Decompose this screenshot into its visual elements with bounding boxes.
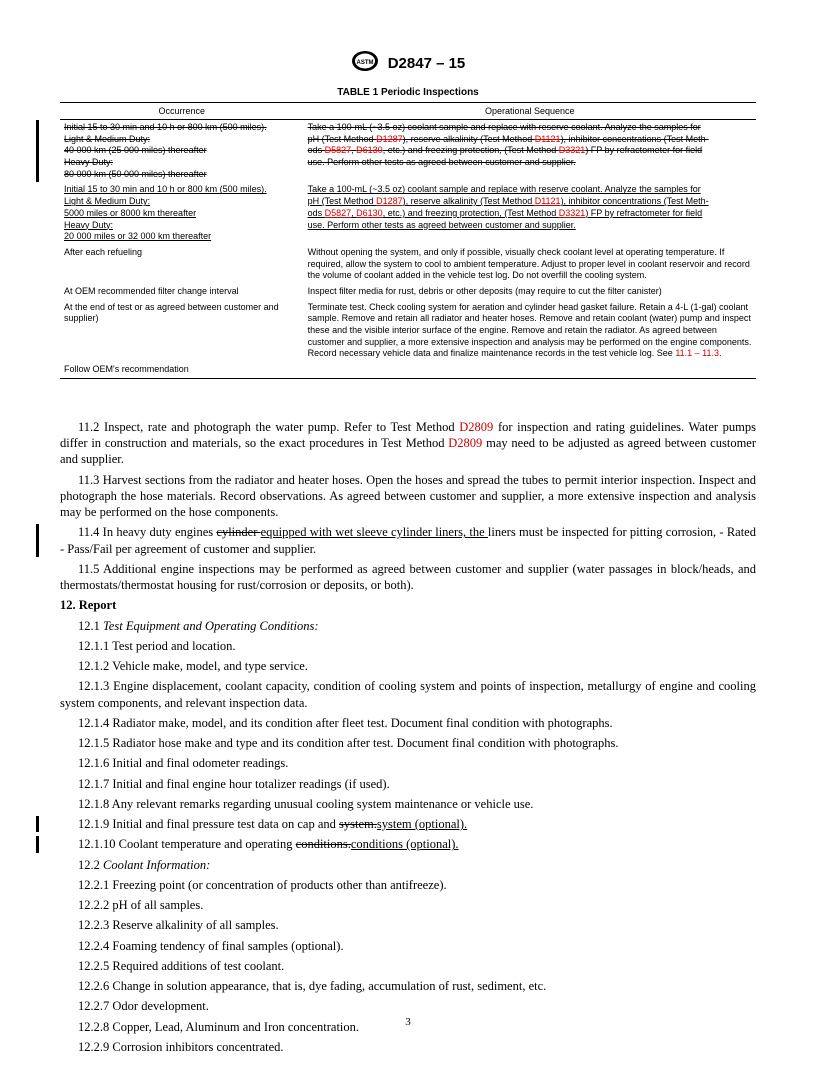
para-11-5: 11.5 Additional engine inspections may b… (60, 561, 756, 594)
col-occurrence: Occurrence (60, 103, 304, 120)
cell-occurrence: At the end of test or as agreed between … (60, 300, 304, 362)
para-12-1-3: 12.1.3 Engine displacement, coolant capa… (60, 678, 756, 711)
para-11-2: 11.2 Inspect, rate and photograph the wa… (60, 419, 756, 468)
inspections-table: Occurrence Operational Sequence Initial … (60, 102, 756, 379)
body-text: 11.2 Inspect, rate and photograph the wa… (60, 419, 756, 1055)
para-12-2-5: 12.2.5 Required additions of test coolan… (60, 958, 756, 974)
page-header: ASTM D2847 – 15 (60, 50, 756, 77)
para-12-2-7: 12.2.7 Odor development. (60, 998, 756, 1014)
table-row: After each refueling Without opening the… (60, 245, 756, 284)
para-12-1-4: 12.1.4 Radiator make, model, and its con… (60, 715, 756, 731)
table-row: Follow OEM's recommendation (60, 362, 756, 378)
cell-sequence: Terminate test. Check cooling system for… (304, 300, 756, 362)
para-12-2-3: 12.2.3 Reserve alkalinity of all samples… (60, 917, 756, 933)
para-12-1-10: 12.1.10 Coolant temperature and operatin… (60, 836, 756, 852)
para-12-1: 12.1 Test Equipment and Operating Condit… (60, 618, 756, 634)
svg-text:ASTM: ASTM (356, 60, 373, 66)
cell-sequence: Without opening the system, and only if … (304, 245, 756, 284)
cell-occurrence: At OEM recommended filter change interva… (60, 284, 304, 300)
table-title: TABLE 1 Periodic Inspections (60, 87, 756, 98)
page-number: 3 (0, 1016, 816, 1028)
document-id: D2847 – 15 (388, 55, 466, 72)
para-12-2-9: 12.2.9 Corrosion inhibitors concentrated… (60, 1039, 756, 1055)
cell-sequence: Take a 100-mL (~3.5 oz) coolant sample a… (304, 120, 756, 183)
cell-sequence (304, 362, 756, 378)
col-sequence: Operational Sequence (304, 103, 756, 120)
section-12-title: 12. Report (60, 597, 756, 613)
cell-occurrence: Follow OEM's recommendation (60, 362, 304, 378)
para-12-2-2: 12.2.2 pH of all samples. (60, 897, 756, 913)
para-12-2-6: 12.2.6 Change in solution appearance, th… (60, 978, 756, 994)
para-11-3: 11.3 Harvest sections from the radiator … (60, 472, 756, 521)
para-12-2: 12.2 Coolant Information: (60, 857, 756, 873)
table-row: At the end of test or as agreed between … (60, 300, 756, 362)
cell-sequence: Take a 100-mL (~3.5 oz) coolant sample a… (304, 182, 756, 244)
para-12-1-5: 12.1.5 Radiator hose make and type and i… (60, 735, 756, 751)
para-12-1-6: 12.1.6 Initial and final odometer readin… (60, 755, 756, 771)
table-row: Initial 15 to 30 min and 10 h or 800 km … (60, 182, 756, 244)
table-row: Initial 15 to 30 min and 10 h or 800 km … (60, 120, 756, 183)
cell-sequence: Inspect filter media for rust, debris or… (304, 284, 756, 300)
para-11-4: 11.4 In heavy duty engines cylinder equi… (60, 524, 756, 557)
table-header-row: Occurrence Operational Sequence (60, 103, 756, 120)
cell-occurrence: Initial 15 to 30 min and 10 h or 800 km … (60, 182, 304, 244)
para-12-1-9: 12.1.9 Initial and final pressure test d… (60, 816, 756, 832)
para-12-1-7: 12.1.7 Initial and final engine hour tot… (60, 776, 756, 792)
para-12-2-1: 12.2.1 Freezing point (or concentration … (60, 877, 756, 893)
cell-occurrence: After each refueling (60, 245, 304, 284)
astm-logo: ASTM (351, 50, 379, 77)
para-12-1-2: 12.1.2 Vehicle make, model, and type ser… (60, 658, 756, 674)
para-12-1-1: 12.1.1 Test period and location. (60, 638, 756, 654)
para-12-2-4: 12.2.4 Foaming tendency of final samples… (60, 938, 756, 954)
cell-occurrence: Initial 15 to 30 min and 10 h or 800 km … (60, 120, 304, 183)
table-row: At OEM recommended filter change interva… (60, 284, 756, 300)
para-12-1-8: 12.1.8 Any relevant remarks regarding un… (60, 796, 756, 812)
document-page: ASTM D2847 – 15 TABLE 1 Periodic Inspect… (0, 0, 816, 1089)
